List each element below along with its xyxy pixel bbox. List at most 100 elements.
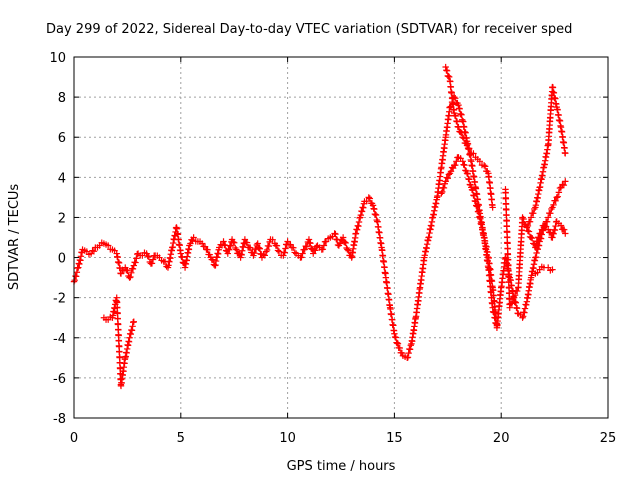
data-point [480, 162, 488, 169]
data-point [475, 208, 482, 216]
data-point [455, 101, 462, 109]
data-point [460, 135, 468, 142]
data-point [514, 287, 521, 295]
data-point [459, 134, 466, 141]
data-point [532, 241, 540, 249]
data-point [371, 205, 378, 213]
data-point [365, 194, 372, 201]
data-point [391, 330, 398, 337]
data-point [532, 253, 540, 261]
data-point [444, 175, 451, 182]
data-point [550, 201, 557, 209]
data-point [455, 123, 462, 131]
data-point [511, 291, 519, 299]
data-point [396, 344, 403, 352]
y-tick-label: -6 [53, 372, 66, 387]
data-point [209, 256, 217, 263]
data-point [527, 214, 535, 221]
data-point [552, 222, 559, 230]
y-tick-label: 4 [58, 171, 66, 186]
data-point [126, 334, 133, 341]
data-point [281, 249, 288, 256]
data-point [149, 256, 157, 263]
data-point [204, 246, 211, 253]
data-point [519, 313, 527, 320]
data-point [525, 228, 533, 235]
data-point [549, 234, 556, 241]
data-point [344, 246, 351, 253]
data-point [519, 314, 526, 321]
data-point [221, 241, 228, 249]
data-point [481, 163, 489, 170]
data-point [282, 245, 289, 252]
data-point [123, 266, 130, 274]
data-point [274, 247, 282, 254]
data-point [299, 250, 306, 257]
data-point [226, 246, 233, 253]
data-point [443, 67, 451, 75]
data-point [148, 260, 156, 267]
data-point [512, 299, 520, 306]
data-point [453, 118, 461, 125]
data-point [363, 197, 370, 205]
x-tick-label: 10 [279, 431, 296, 446]
data-point [287, 241, 294, 248]
y-tick-label: 0 [58, 252, 66, 267]
data-point [341, 239, 349, 246]
data-point [298, 254, 305, 261]
data-point [407, 342, 414, 349]
data-point [470, 150, 477, 157]
data-point [459, 158, 466, 165]
data-point [521, 309, 528, 316]
data-point [523, 224, 531, 231]
data-point [526, 218, 534, 225]
data-point [261, 252, 269, 259]
data-point [339, 234, 347, 241]
data-point [134, 250, 141, 258]
data-point [124, 267, 131, 274]
x-tick-label: 0 [70, 431, 78, 446]
data-point [560, 181, 568, 189]
data-point [275, 248, 283, 255]
data-point [132, 259, 139, 266]
data-point [404, 354, 412, 361]
data-point [465, 176, 473, 183]
data-point [562, 150, 569, 157]
data-point [144, 252, 151, 260]
data-point [544, 214, 552, 221]
data-point [280, 252, 287, 259]
data-point [527, 234, 535, 241]
data-point [557, 222, 565, 229]
data-point [392, 334, 400, 341]
data-point [394, 340, 402, 347]
data-point [470, 192, 478, 200]
data-point [506, 304, 513, 311]
data-point [439, 188, 446, 196]
data-point [562, 230, 569, 237]
data-point [190, 234, 197, 241]
data-point [369, 202, 377, 209]
data-point [73, 269, 81, 276]
data-point [263, 248, 270, 255]
data-point [126, 274, 133, 281]
data-point [556, 184, 564, 192]
data-point [117, 270, 125, 277]
data-point [559, 181, 566, 188]
data-point [458, 129, 465, 137]
data-point [513, 305, 521, 312]
x-tick-label: 25 [600, 431, 617, 446]
data-point [440, 184, 448, 192]
y-tick-label: 6 [58, 131, 66, 146]
data-point [452, 112, 459, 120]
data-point [290, 244, 297, 251]
data-point [406, 346, 414, 353]
data-point [220, 238, 227, 245]
data-point [457, 129, 464, 136]
data-point [537, 230, 544, 237]
data-point [446, 103, 454, 111]
y-axis-label: SDTVAR / TECUs [7, 184, 22, 291]
data-point [358, 208, 366, 215]
data-point [303, 243, 311, 250]
y-tick-label: -2 [53, 292, 66, 307]
